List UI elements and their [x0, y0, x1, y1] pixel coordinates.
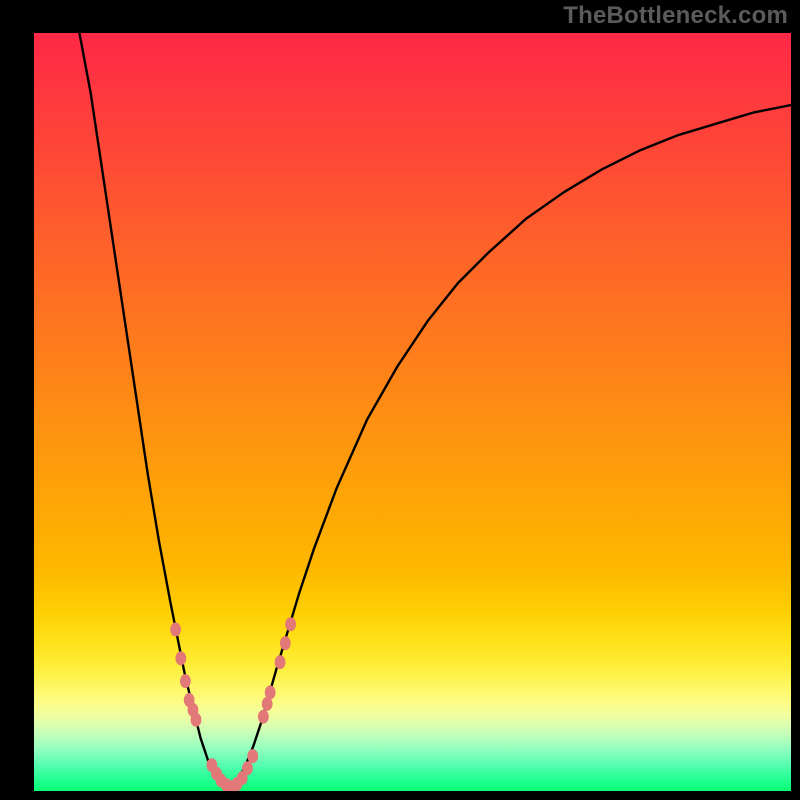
- curve-marker: [180, 674, 191, 688]
- curve-marker: [191, 713, 202, 727]
- chart-background: [34, 33, 791, 791]
- curve-marker: [275, 655, 286, 669]
- curve-marker: [175, 651, 186, 665]
- curve-marker: [242, 761, 253, 775]
- chart-svg: [34, 33, 791, 791]
- bottleneck-chart-root: TheBottleneck.com: [0, 0, 800, 800]
- curve-marker: [280, 636, 291, 650]
- curve-marker: [285, 617, 296, 631]
- curve-marker: [258, 710, 269, 724]
- curve-marker: [170, 623, 181, 637]
- curve-marker: [247, 749, 258, 763]
- plot-frame: [34, 33, 791, 791]
- curve-marker: [265, 685, 276, 699]
- watermark-text: TheBottleneck.com: [563, 2, 788, 30]
